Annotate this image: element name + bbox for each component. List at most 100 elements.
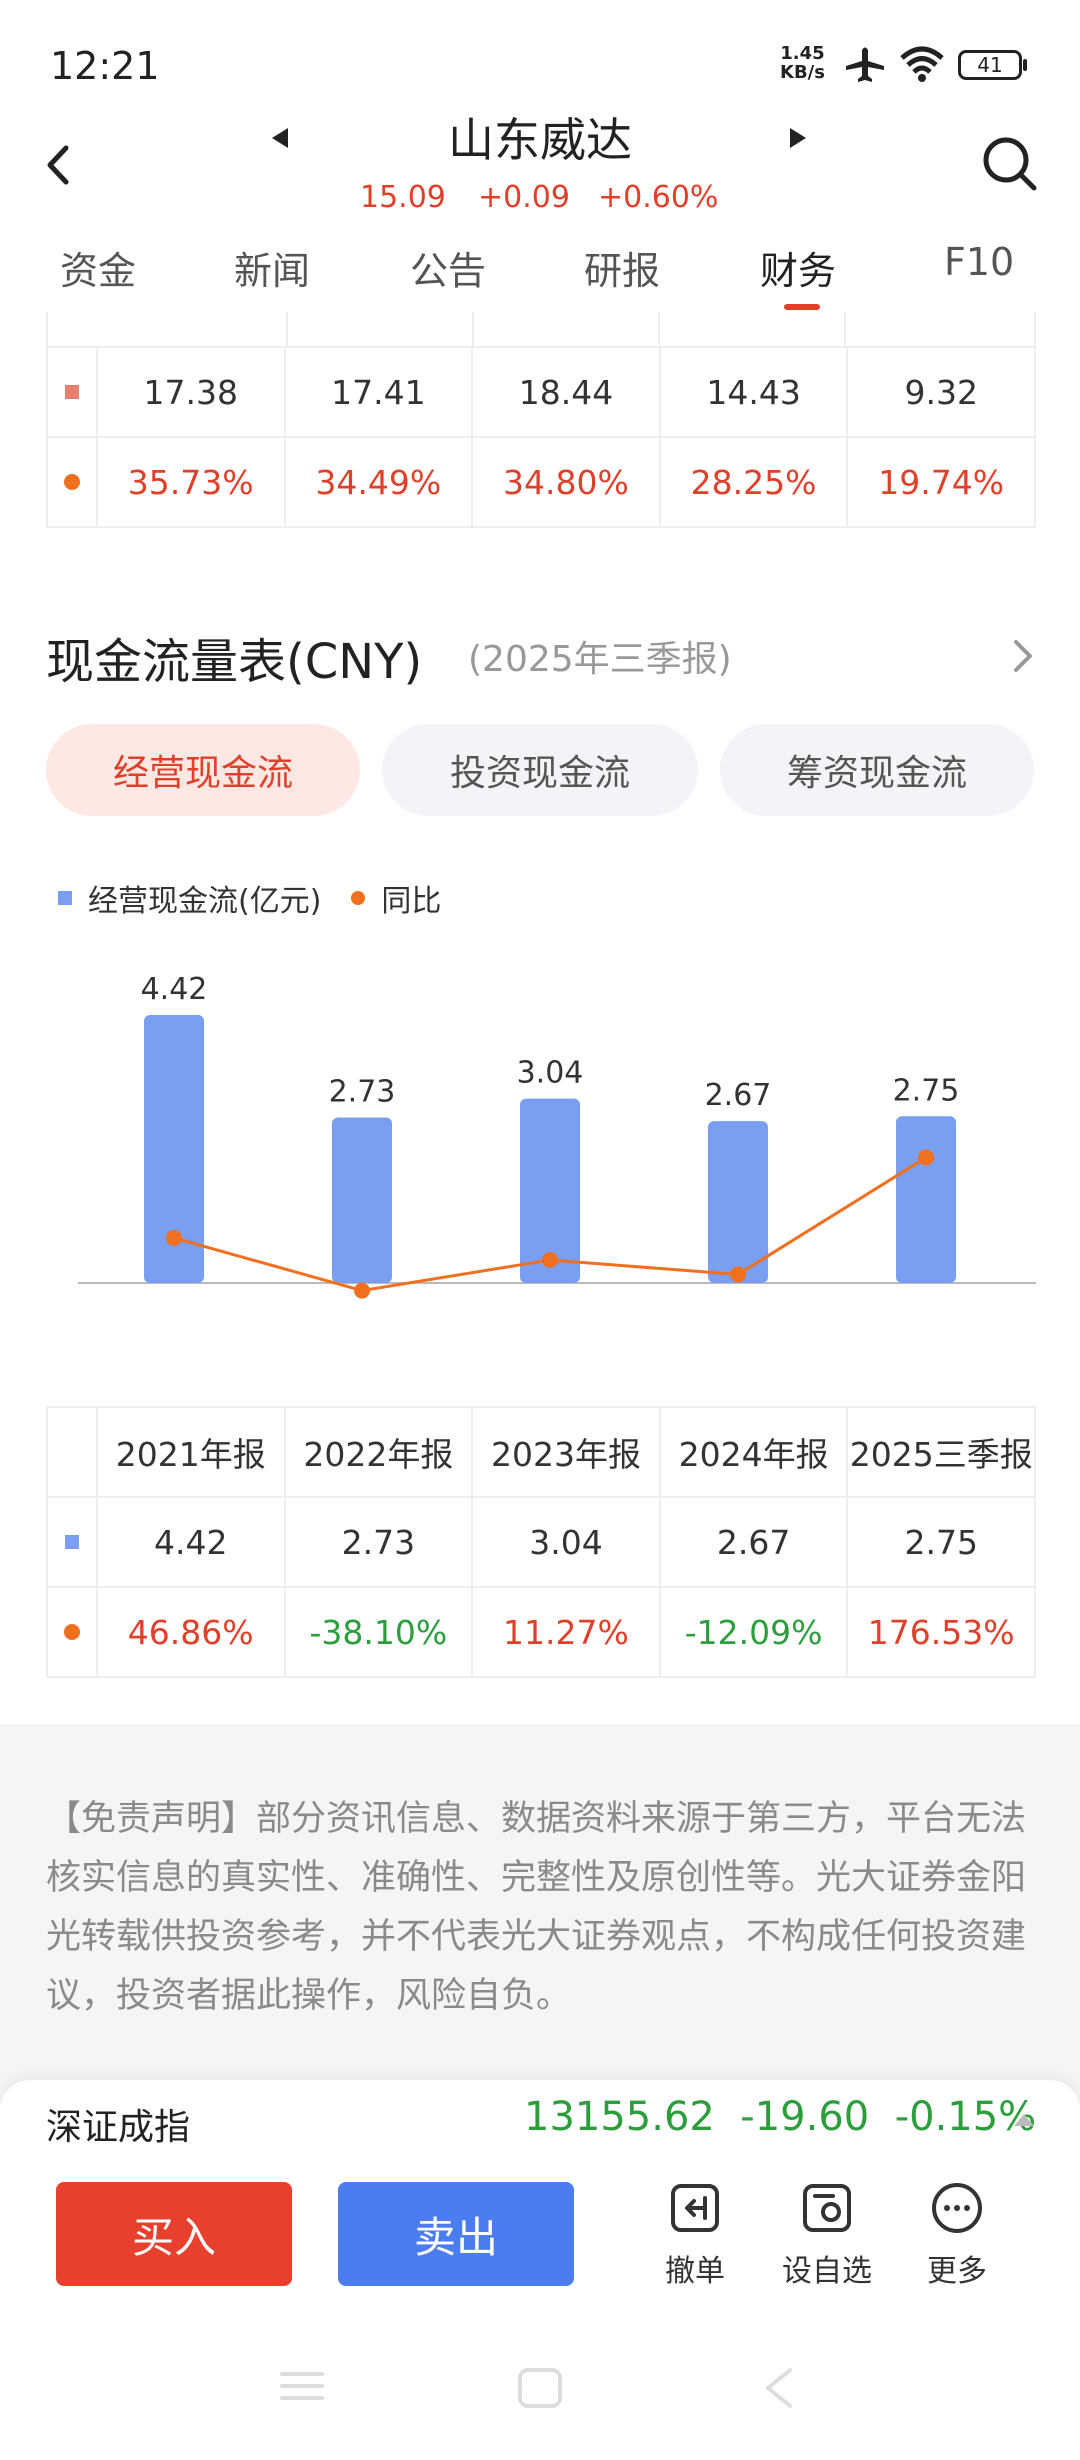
table-cell: 34.49% [286,438,474,526]
index-value: 13155.62 [524,2094,715,2140]
cancel-order-icon [671,2184,719,2232]
table-cell: 3.04 [473,1498,661,1586]
network-speed: 1.45 KB/s [780,43,825,83]
table-header-cell: 2025三季报 [848,1408,1037,1496]
yoy-point [730,1266,746,1283]
table-cell: 17.41 [286,348,474,436]
table-cell: 9.32 [848,348,1037,436]
chart-bar [520,1098,580,1283]
tab-news[interactable]: 新闻 [234,249,311,293]
pill-investing-cashflow[interactable]: 投资现金流 [382,724,698,816]
wifi-icon [900,46,944,82]
tab-research[interactable]: 研报 [584,249,661,293]
chart-bar [708,1121,768,1283]
search-icon[interactable] [980,134,1038,192]
previous-stock-icon[interactable] [268,126,292,150]
yoy-point [542,1252,558,1269]
bar-data-label: 2.75 [893,1073,960,1108]
stock-price: 15.09 [360,180,446,215]
table-cell: 4.42 [98,1498,286,1586]
table-cell: 176.53% [848,1588,1037,1676]
bar-data-label: 2.73 [329,1074,396,1109]
legend-bar-marker [58,891,72,905]
back-arrow-icon[interactable] [36,140,86,190]
table-header-cell: 2023年报 [473,1408,661,1496]
add-watchlist-label: 设自选 [782,2254,872,2289]
airplane-icon [846,47,884,82]
disclaimer-text: 【免责声明】部分资讯信息、数据资料来源于第三方，平台无法核实信息的真实性、准确性… [46,1799,1027,2016]
cancel-order-button[interactable]: 撤单 [640,2180,750,2290]
table-header-cell: 2021年报 [98,1408,286,1496]
bar-data-label: 4.42 [141,972,208,1007]
table-header-row: 2021年报 2022年报 2023年报 2024年报 2025三季报 [48,1408,1037,1498]
next-stock-icon[interactable] [786,126,810,150]
more-icon [932,2183,982,2233]
tab-financials[interactable]: 财务 [760,249,837,293]
more-button[interactable]: 更多 [902,2180,1012,2290]
bar-data-label: 2.67 [705,1078,772,1113]
tab-announcements[interactable]: 公告 [410,249,487,293]
more-label: 更多 [927,2254,987,2289]
clock: 12:21 [50,44,160,88]
chevron-right-icon[interactable] [1008,636,1038,676]
chart-bar [332,1117,392,1283]
legend-line-label: 同比 [381,884,442,919]
table-cell: 2.73 [286,1498,474,1586]
active-tab-indicator [784,304,820,310]
table-cell: 2.75 [848,1498,1037,1586]
section-title: 现金流量表(CNY) [46,634,423,690]
legend-dot-orange [63,1624,80,1640]
sell-button[interactable]: 卖出 [338,2182,574,2286]
index-change-percent: -0.15% [894,2094,1037,2140]
chart-bar [144,1015,204,1283]
battery-icon: 41 [958,50,1022,80]
section-subtitle: (2025年三季报) [468,639,732,680]
table-cell: 17.38 [98,348,286,436]
pill-financing-cashflow[interactable]: 筹资现金流 [720,724,1034,816]
table-header-cell: 2024年报 [661,1408,849,1496]
table-row: 17.38 17.41 18.44 14.43 9.32 [48,348,1037,438]
legend-line-marker [351,891,366,905]
yoy-point [354,1282,370,1299]
cancel-order-label: 撤单 [665,2254,725,2289]
table-row: 4.42 2.73 3.04 2.67 2.75 [48,1498,1037,1588]
table-cell: -38.10% [286,1588,474,1676]
tab-f10[interactable]: F10 [944,240,1015,284]
pill-operating-cashflow[interactable]: 经营现金流 [46,724,360,816]
yoy-point [166,1229,182,1246]
back-nav-icon[interactable] [758,2366,798,2410]
yoy-point [918,1149,934,1166]
chart-legend: 经营现金流(亿元) 同比 [58,876,441,920]
index-quote[interactable]: 13155.62 -19.60 -0.15% [524,2094,1036,2140]
bar-data-label: 3.04 [517,1056,584,1091]
expand-caret-icon[interactable] [1014,2114,1034,2126]
cashflow-chart: 4.42 2.73 3.04 2.67 2.75 [78,972,1036,1299]
legend-square-blue [64,1535,79,1549]
home-nav-icon[interactable] [516,2366,564,2410]
index-name[interactable]: 深证成指 [46,2107,191,2148]
cashflow-table: 2021年报 2022年报 2023年报 2024年报 2025三季报 4.42… [46,1406,1037,1678]
table-cell: 18.44 [473,348,661,436]
battery-tip [1023,59,1027,71]
buy-button[interactable]: 买入 [56,2182,292,2286]
table-cell: 14.43 [661,348,849,436]
legend-square-red [64,385,79,399]
table-scrolled-edge [46,312,1036,346]
profit-table: 17.38 17.41 18.44 14.43 9.32 35.73% 34.4… [46,346,1037,528]
add-watchlist-button[interactable]: 设自选 [772,2180,882,2290]
table-cell: 11.27% [473,1588,661,1676]
watchlist-icon [803,2184,851,2232]
table-row: 46.86% -38.10% 11.27% -12.09% 176.53% [48,1588,1037,1678]
menu-nav-icon[interactable] [278,2366,326,2406]
price-change: +0.09 [478,180,570,215]
legend-bar-label: 经营现金流(亿元) [88,884,322,919]
index-change: -19.60 [740,2094,870,2140]
table-cell: 2.67 [661,1498,849,1586]
table-header-cell: 2022年报 [286,1408,474,1496]
chart-bar [896,1116,956,1283]
table-row: 35.73% 34.49% 34.80% 28.25% 19.74% [48,438,1037,528]
table-cell: 46.86% [98,1588,286,1676]
table-cell: 34.80% [473,438,661,526]
tab-funds[interactable]: 资金 [60,249,137,293]
table-cell: 19.74% [848,438,1037,526]
